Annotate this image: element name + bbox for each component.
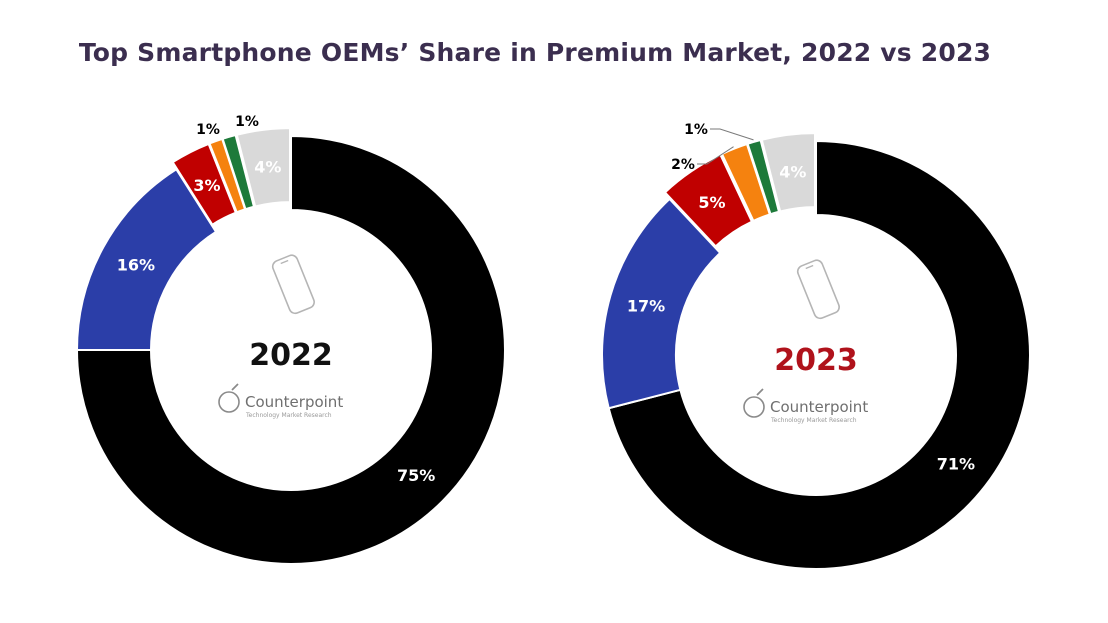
leader-line-2023-3: [697, 146, 734, 165]
counterpoint-tagline: Technology Market Research: [770, 417, 857, 424]
slice-label-2022-2: 3%: [193, 176, 220, 195]
slice-label-2023-2: 5%: [698, 193, 725, 212]
slice-label-2023-3: 2%: [671, 157, 695, 173]
year-label-2022: 2022: [249, 338, 333, 373]
slice-2022-0: [75, 134, 506, 565]
slice-label-2022-0: 75%: [397, 466, 435, 485]
donut-chart-2022: 75% 16% 3% 1% 1% 4% 2022 CounterpointTechnology…: [75, 114, 506, 565]
slice-label-2023-5: 4%: [779, 162, 806, 181]
slice-2022-4: [221, 133, 256, 211]
slice-label-2022-4: 1%: [235, 114, 259, 130]
counterpoint-brand: Counterpoint: [245, 393, 343, 411]
slice-2023-1: [601, 197, 722, 410]
slice-label-2022-3: 1%: [196, 122, 220, 138]
slice-2023-5: [760, 132, 816, 213]
counterpoint-brand: Counterpoint: [770, 398, 868, 416]
slice-2023-0: [607, 139, 1031, 570]
counterpoint-logo-icon: [218, 391, 240, 413]
chart-title: Top Smartphone OEMs’ Share in Premium Ma…: [78, 38, 992, 67]
slice-label-2023-4: 1%: [684, 122, 708, 138]
donut-chart-2023: 71% 17% 5% 2% 1% 4% 2023 CounterpointTechnology…: [601, 122, 1031, 570]
slice-label-2022-5: 4%: [254, 157, 281, 176]
slice-2022-5: [235, 127, 291, 208]
slice-label-2023-0: 71%: [937, 454, 975, 473]
counterpoint-tagline: Technology Market Research: [245, 412, 332, 419]
slice-label-2022-1: 16%: [117, 256, 155, 275]
slice-2023-4: [746, 138, 781, 216]
phone-icon: [796, 259, 840, 320]
counterpoint-logo-icon: [743, 396, 765, 418]
year-label-2023: 2023: [774, 343, 858, 378]
leader-line-2023-4: [710, 128, 754, 141]
phone-icon: [271, 254, 315, 315]
slice-label-2023-1: 17%: [627, 297, 665, 316]
slice-2022-2: [171, 142, 238, 227]
slice-2023-2: [663, 153, 754, 248]
